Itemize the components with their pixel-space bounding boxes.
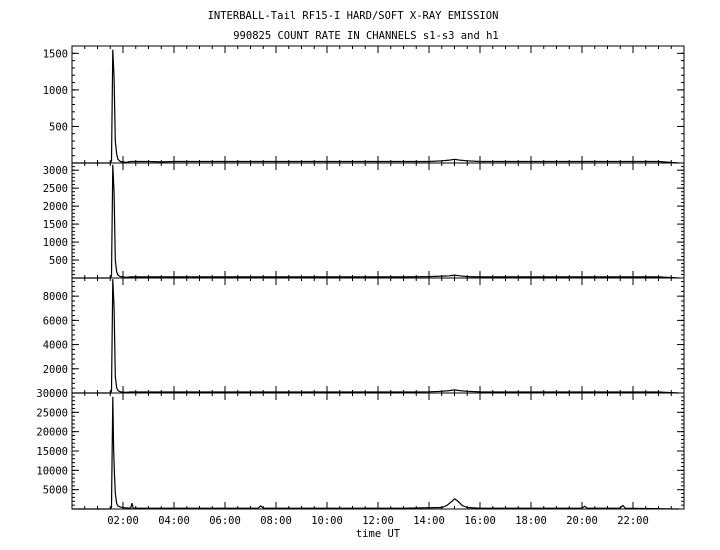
y-tick-label: 4000 <box>43 340 68 352</box>
series-line-h1 <box>72 396 679 510</box>
x-tick-label: 16:00 <box>464 515 496 527</box>
y-tick-label: 500 <box>49 121 68 133</box>
panel-frame <box>71 162 685 279</box>
x-tick-label: 14:00 <box>413 515 445 527</box>
panel-s2: 500 1000 1500 2000 2500 3000 <box>43 162 685 279</box>
y-tick-label: 1500 <box>43 219 68 231</box>
y-tick-label: 30000 <box>36 388 68 400</box>
y-tick-label: 3000 <box>43 165 68 177</box>
y-tick-label: 2000 <box>43 364 68 376</box>
panel-frame <box>71 277 685 394</box>
panel-s1: 500 1000 1500 <box>43 45 685 164</box>
y-tick-label: 25000 <box>36 407 68 419</box>
y-tick-label: 20000 <box>36 427 68 439</box>
series-line-s1 <box>72 49 679 164</box>
panel-h1: 5000 10000 15000 20000 25000 30000 <box>36 388 685 510</box>
series-line-s2 <box>72 164 679 279</box>
x-tick-label: 02:00 <box>107 515 139 527</box>
y-tick-label: 15000 <box>36 446 68 458</box>
x-tick-label: 08:00 <box>260 515 292 527</box>
x-tick-label: 18:00 <box>515 515 547 527</box>
y-tick-label: 2500 <box>43 183 68 195</box>
x-axis: 02:00 04:00 06:00 08:00 10:00 12:00 14:00 16:00… <box>107 515 649 527</box>
y-tick-label: 2000 <box>43 201 68 213</box>
x-tick-label: 06:00 <box>209 515 241 527</box>
panel-frame <box>71 392 685 510</box>
x-tick-label: 10:00 <box>311 515 343 527</box>
y-tick-label: 10000 <box>36 465 68 477</box>
chart-subtitle: 990825 COUNT RATE IN CHANNELS s1-s3 and … <box>233 30 499 42</box>
x-tick-label: 04:00 <box>158 515 190 527</box>
x-tick-label: 12:00 <box>362 515 394 527</box>
y-tick-label: 500 <box>49 255 68 267</box>
x-tick-label: 22:00 <box>617 515 649 527</box>
x-tick-label: 20:00 <box>566 515 598 527</box>
y-tick-label: 6000 <box>43 315 68 327</box>
x-axis-label: time UT <box>356 528 401 540</box>
y-tick-label: 1000 <box>43 237 68 249</box>
series-line-s3 <box>72 279 679 394</box>
chart-title: INTERBALL-Tail RF15-I HARD/SOFT X-RAY EM… <box>208 10 499 22</box>
y-tick-label: 8000 <box>43 291 68 303</box>
y-tick-label: 1000 <box>43 85 68 97</box>
y-tick-label: 5000 <box>43 485 68 497</box>
panel-s3: 2000 4000 6000 8000 <box>43 277 685 394</box>
panel-frame <box>71 45 685 164</box>
y-tick-label: 1500 <box>43 48 68 60</box>
chart-panels: 500 1000 1500 500 1000 1500 2000 2500 3000 2000 40… <box>36 45 685 510</box>
